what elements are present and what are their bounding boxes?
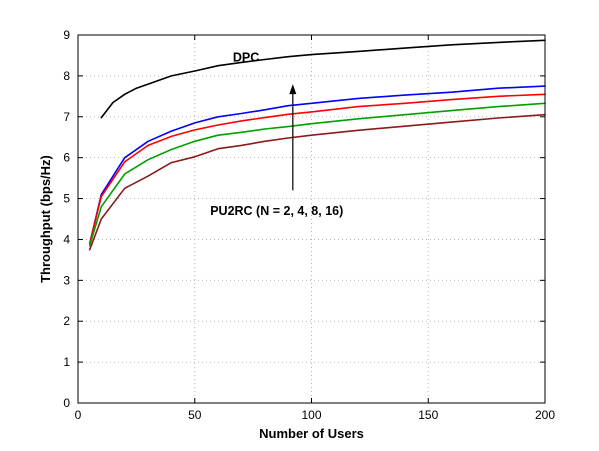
annotation-arrow-group <box>289 84 297 191</box>
grid <box>78 35 545 403</box>
series-line-5 <box>88 113 546 251</box>
annotation-pu2rc: PU2RC (N = 2, 4, 8, 16) <box>210 204 343 218</box>
x-tick-label: 150 <box>418 408 438 422</box>
y-tick-label: 6 <box>63 151 70 165</box>
y-tick-label: 7 <box>63 110 70 124</box>
x-tick-label: 100 <box>301 408 321 422</box>
y-tick-label: 0 <box>63 396 70 410</box>
annotation-dpc: DPC <box>233 50 259 64</box>
y-tick-label: 4 <box>63 232 70 246</box>
series-line-dpc <box>100 39 546 119</box>
y-tick-label: 2 <box>63 314 70 328</box>
y-tick-label: 1 <box>63 355 70 369</box>
y-axis-label: Throughput (bps/Hz) <box>38 155 53 283</box>
y-tick-label: 9 <box>63 28 70 42</box>
series-line-2 <box>88 85 546 245</box>
y-tick-label: 3 <box>63 273 70 287</box>
annotation-arrow-head <box>289 84 297 95</box>
x-tick-label: 50 <box>188 408 202 422</box>
x-axis-label: Number of Users <box>259 426 364 441</box>
tick-labels: 0 50 100 150 200 0 1 2 3 4 5 6 7 8 9 <box>63 28 555 422</box>
x-tick-label: 0 <box>75 408 82 422</box>
y-tick-label: 5 <box>63 192 70 206</box>
series-lines <box>88 39 546 251</box>
series-line-3 <box>88 93 546 245</box>
y-tick-label: 8 <box>63 69 70 83</box>
series-line-4 <box>88 102 546 247</box>
ticks <box>77 34 546 404</box>
x-tick-label: 200 <box>535 408 555 422</box>
